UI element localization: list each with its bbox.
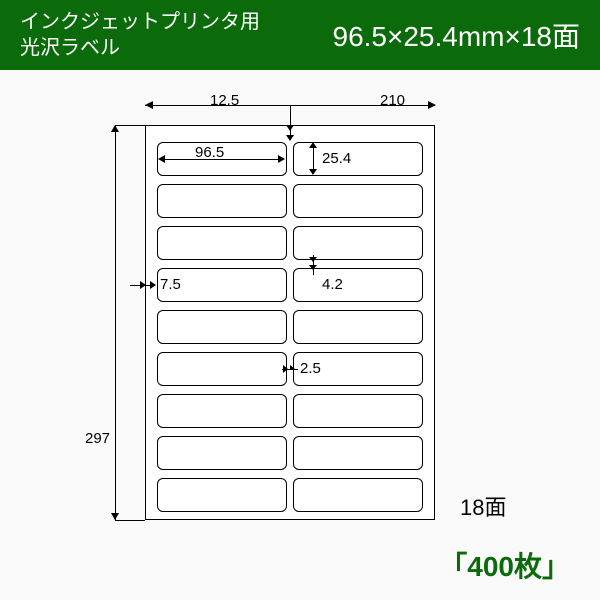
label-cell xyxy=(157,226,287,260)
dim-label-height: 25.4 xyxy=(322,150,351,167)
label-cell xyxy=(157,478,287,512)
dim-line xyxy=(290,105,435,106)
label-cell xyxy=(293,394,423,428)
product-type-line1: インクジェットプリンタ用 xyxy=(20,9,260,35)
label-cell xyxy=(293,478,423,512)
arrow-head xyxy=(286,125,294,131)
product-type-line2: 光沢ラベル xyxy=(20,35,260,61)
faces-count: 18面 xyxy=(460,490,506,522)
dim-sheet-height: 297 xyxy=(85,430,110,447)
arrow-head xyxy=(286,135,294,141)
label-cell xyxy=(157,310,287,344)
arrow-head xyxy=(290,365,299,369)
arrow-head xyxy=(111,513,119,520)
arrow-head xyxy=(111,125,119,132)
label-cell xyxy=(293,436,423,470)
dim-label-width: 96.5 xyxy=(195,144,224,161)
arrow-head xyxy=(428,101,436,109)
product-type: インクジェットプリンタ用 光沢ラベル xyxy=(20,9,260,61)
label-cell xyxy=(293,310,423,344)
sheet-count: 「400枚」 xyxy=(439,545,570,585)
arrow-head xyxy=(145,101,153,109)
dim-line xyxy=(115,520,145,521)
dim-col-gap: 2.5 xyxy=(300,360,321,377)
arrow-head xyxy=(309,265,317,270)
label-cell xyxy=(157,436,287,470)
dim-row-gap: 4.2 xyxy=(322,276,343,293)
arrow-head xyxy=(140,281,146,289)
arrow-head xyxy=(283,365,288,373)
label-cell xyxy=(157,352,287,386)
arrow-head xyxy=(278,155,285,163)
arrow-head xyxy=(309,257,317,262)
arrow-head xyxy=(158,155,165,163)
label-cell xyxy=(157,394,287,428)
label-cell xyxy=(157,184,287,218)
arrow-head xyxy=(150,281,156,289)
dim-sheet-width: 210 xyxy=(380,92,405,109)
header-banner: インクジェットプリンタ用 光沢ラベル 96.5×25.4mm×18面 xyxy=(0,0,600,70)
dim-line xyxy=(115,125,116,520)
dim-line xyxy=(115,125,145,126)
arrow-head xyxy=(309,142,317,148)
diagram-area: 210 12.5 96.5 25.4 7.5 4.2 2.5 297 18面 xyxy=(0,70,600,530)
header-dimensions: 96.5×25.4mm×18面 xyxy=(333,15,581,55)
label-cell xyxy=(293,184,423,218)
arrow-head xyxy=(309,169,317,175)
dim-left-margin: 7.5 xyxy=(160,276,181,293)
dim-top-margin: 12.5 xyxy=(210,92,239,109)
